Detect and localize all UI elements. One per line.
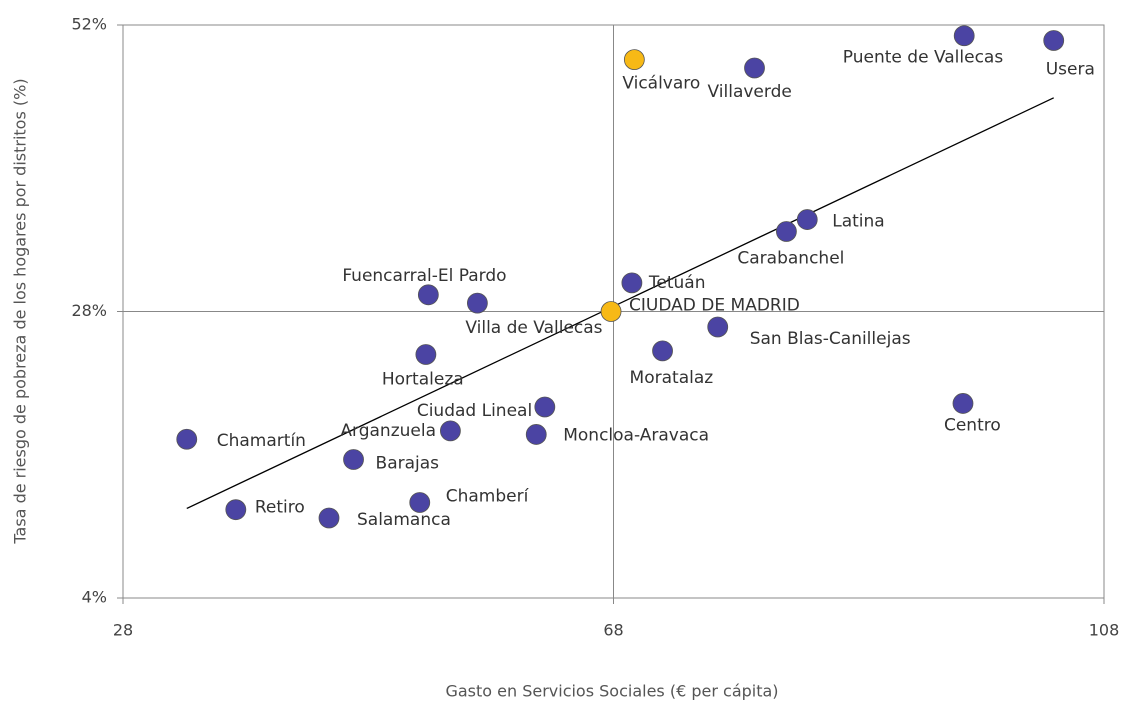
point-label: Latina <box>832 212 884 232</box>
x-tick-label: 28 <box>113 621 133 640</box>
point <box>623 49 645 71</box>
point-label: Centro <box>944 415 1001 435</box>
point <box>343 449 364 470</box>
point-label: Villa de Vallecas <box>465 318 602 338</box>
point <box>409 492 431 513</box>
point <box>534 396 556 418</box>
x-tick-label: 68 <box>603 621 623 640</box>
point-label: Salamanca <box>357 510 451 530</box>
point-label: Moncloa-Aravaca <box>563 425 709 445</box>
point-label: Retiro <box>255 498 305 518</box>
point-label: Barajas <box>376 454 440 474</box>
point <box>621 272 643 294</box>
point-label: Villaverde <box>708 82 792 102</box>
point <box>318 507 340 529</box>
point <box>952 393 974 414</box>
point <box>466 292 488 314</box>
y-tick-label: 52% <box>71 15 107 34</box>
y-tick-label: 28% <box>71 301 107 320</box>
point-label: Usera <box>1046 60 1095 80</box>
point-label: Moratalaz <box>630 368 714 388</box>
y-axis-title: Tasa de riesgo de pobreza de los hogares… <box>11 78 30 544</box>
point <box>417 284 439 306</box>
point <box>440 420 461 442</box>
point <box>744 57 765 79</box>
point <box>707 316 729 338</box>
point-label: Vicálvaro <box>622 74 700 94</box>
point-label: Ciudad Lineal <box>417 401 532 421</box>
point-label: Chamberí <box>446 487 530 507</box>
point-label: San Blas-Canillejas <box>750 329 911 349</box>
point-label: Fuencarral-El Pardo <box>342 266 506 286</box>
point <box>525 424 547 445</box>
point-label: Arganzuela <box>340 421 436 441</box>
point <box>776 221 797 242</box>
point <box>1043 30 1065 51</box>
point-label: CIUDAD DE MADRID <box>629 296 800 316</box>
point-label: Hortaleza <box>382 369 464 389</box>
x-tick-label: 108 <box>1089 621 1120 640</box>
point-label: Chamartín <box>217 431 306 451</box>
point <box>176 428 198 450</box>
point-label: Tetuán <box>648 273 706 293</box>
point <box>415 344 437 365</box>
point <box>600 301 622 322</box>
point <box>652 340 673 362</box>
point <box>225 499 247 521</box>
point <box>953 25 975 47</box>
point-label: Puente de Vallecas <box>843 48 1004 68</box>
point-label: Carabanchel <box>737 249 844 269</box>
trend-line <box>186 97 1054 510</box>
x-axis-title: Gasto en Servicios Sociales (€ per cápit… <box>445 682 778 701</box>
point <box>796 209 818 230</box>
y-tick-label: 4% <box>82 588 107 607</box>
